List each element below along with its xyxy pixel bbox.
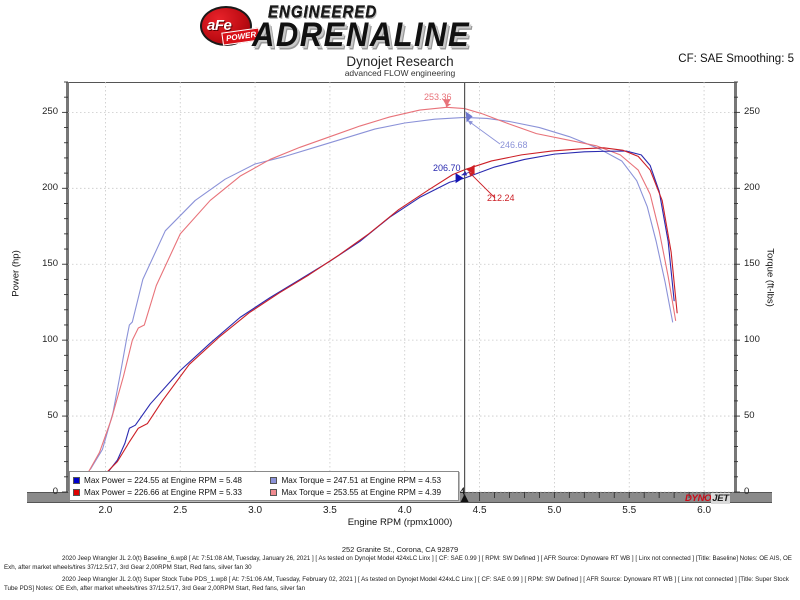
banner-engineered-text: ENGINEERED bbox=[268, 2, 378, 23]
y-axis-right-tick-label: 50 bbox=[744, 410, 755, 422]
x-axis-tick-label: 4.5 bbox=[472, 505, 487, 516]
y-axis-right-tick-label: 150 bbox=[744, 258, 760, 270]
y-axis-left-tick-label: 150 bbox=[42, 258, 58, 270]
chart-legend[interactable]: Max Power = 224.55 at Engine RPM = 5.48 … bbox=[69, 471, 459, 501]
legend-swatch-torque-pds bbox=[270, 488, 278, 496]
page-title: Dynojet Research bbox=[346, 54, 454, 69]
x-axis-tick-label: 4.0 bbox=[397, 505, 412, 516]
afe-power-logo: aFe POWER bbox=[200, 6, 262, 46]
plot-area bbox=[66, 82, 737, 492]
x-axis-title: Engine RPM (rpmx1000) bbox=[347, 517, 453, 528]
footer-note-pds: ▪ 2020 Jeep Wrangler JL 2.0(t) Super Sto… bbox=[0, 575, 800, 594]
page-subtitle: advanced FLOW engineering bbox=[344, 68, 456, 78]
chart-annotation-label: 206.70 bbox=[433, 163, 461, 173]
x-axis-tick-label: 2.0 bbox=[98, 505, 113, 516]
legend-row: Max Power = 224.55 at Engine RPM = 5.48 … bbox=[73, 474, 455, 486]
x-axis-tick-label: 3.0 bbox=[248, 505, 263, 516]
y-axis-right-tick-label: 100 bbox=[744, 334, 760, 346]
y-axis-right-title: Torque (ft-lbs) bbox=[764, 248, 776, 307]
legend-label-torque-baseline: Max Torque = 247.51 at Engine RPM = 4.53 bbox=[281, 475, 442, 485]
footer-note-baseline-text: 2020 Jeep Wrangler JL 2.0(t) Baseline_6.… bbox=[4, 555, 792, 572]
y-axis-left-tick-label: 250 bbox=[42, 106, 58, 118]
y-axis-right-tick-label: 200 bbox=[744, 182, 760, 194]
footer-note-baseline: ▪ 2020 Jeep Wrangler JL 2.0(t) Baseline_… bbox=[0, 554, 800, 573]
y-axis-left-tick-label: 0 bbox=[52, 486, 58, 497]
legend-swatch-torque-baseline bbox=[270, 476, 278, 484]
dynojet-watermark: DYNOJET bbox=[685, 493, 730, 504]
dynojet-watermark-jet: JET bbox=[711, 493, 730, 504]
chart-annotation-label: 246.68 bbox=[500, 140, 528, 150]
footer-address: 252 Granite St., Corona, CA 92879 bbox=[341, 545, 459, 554]
y-axis-right-tick-label: 0 bbox=[744, 486, 750, 497]
x-axis-tick-label: 6.0 bbox=[697, 505, 712, 516]
legend-label-torque-pds: Max Torque = 253.55 at Engine RPM = 4.39 bbox=[281, 487, 442, 497]
y-axis-right bbox=[734, 82, 737, 493]
chart-annotation-label: 253.36 bbox=[424, 92, 452, 102]
legend-label-power-pds: Max Power = 226.66 at Engine RPM = 5.33 bbox=[84, 487, 242, 497]
legend-swatch-power-baseline bbox=[73, 476, 80, 484]
chart-annotation-label: 212.24 bbox=[487, 193, 515, 203]
y-axis-left-tick-label: 50 bbox=[47, 410, 58, 422]
y-axis-right-tick-label: 250 bbox=[744, 106, 760, 118]
legend-row: Max Power = 226.66 at Engine RPM = 5.33 … bbox=[73, 486, 455, 498]
afe-logo-text: aFe bbox=[207, 17, 232, 34]
y-axis-left-title: Power (hp) bbox=[10, 250, 22, 297]
legend-label-power-baseline: Max Power = 224.55 at Engine RPM = 5.48 bbox=[84, 475, 242, 485]
dynojet-watermark-dyno: DYNO bbox=[685, 493, 712, 504]
y-axis-left bbox=[66, 82, 69, 493]
x-axis-tick-label: 2.5 bbox=[173, 505, 188, 516]
x-axis-tick-label: 5.5 bbox=[622, 505, 637, 516]
legend-swatch-power-pds bbox=[73, 488, 80, 496]
y-axis-left-tick-label: 200 bbox=[42, 182, 58, 194]
banner-adrenaline-text: ADRENALINE bbox=[252, 15, 471, 54]
footer-note-pds-text: 2020 Jeep Wrangler JL 2.0(t) Super Stock… bbox=[4, 576, 789, 593]
x-axis-tick-label: 3.5 bbox=[322, 505, 337, 516]
x-axis-tick-label: 5.0 bbox=[547, 505, 562, 516]
y-axis-left-tick-label: 100 bbox=[42, 334, 58, 346]
cf-smoothing-label: CF: SAE Smoothing: 5 bbox=[678, 53, 794, 65]
header-banner: aFe POWER ENGINEERED ADRENALINE bbox=[0, 0, 800, 54]
